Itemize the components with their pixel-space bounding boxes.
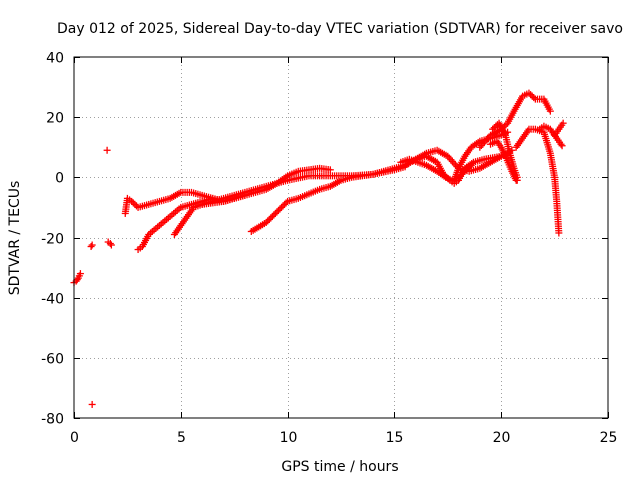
data-point <box>262 218 270 226</box>
data-point <box>73 276 81 284</box>
data-point <box>513 176 521 184</box>
data-point <box>528 92 536 100</box>
data-point <box>555 229 563 237</box>
data-point <box>326 166 334 174</box>
x-tick-label: 20 <box>493 430 511 446</box>
y-tick-label: -40 <box>41 292 64 308</box>
data-point <box>277 203 285 211</box>
data-point <box>467 161 475 169</box>
data-point <box>273 208 281 216</box>
y-tick-label: -20 <box>41 232 64 248</box>
data-point <box>264 217 272 225</box>
data-point <box>270 211 278 219</box>
data-point <box>558 142 566 150</box>
data-point <box>129 199 137 207</box>
data-point <box>276 205 284 213</box>
data-point <box>490 124 498 132</box>
data-point <box>282 199 290 207</box>
data-point <box>530 94 538 102</box>
x-tick-label: 15 <box>386 430 404 446</box>
y-tick-label: -60 <box>41 352 64 368</box>
data-point <box>131 200 139 208</box>
data-layer <box>70 89 567 408</box>
data-point <box>462 166 470 174</box>
data-point <box>88 400 96 408</box>
data-point <box>76 270 84 278</box>
data-point <box>267 214 275 222</box>
data-point <box>132 202 140 210</box>
data-point <box>525 89 533 97</box>
data-point <box>268 212 276 220</box>
data-point <box>279 202 287 210</box>
plot-frame <box>73 56 609 419</box>
data-point <box>459 169 467 177</box>
y-tick-label: 40 <box>46 51 64 67</box>
chart-title: Day 012 of 2025, Sidereal Day-to-day VTE… <box>57 21 623 37</box>
x-tick-label: 25 <box>600 430 618 446</box>
data-point <box>103 146 111 154</box>
data-point <box>271 209 279 217</box>
y-tick-label: 20 <box>46 111 64 127</box>
x-tick-label: 5 <box>177 430 186 446</box>
x-tick-label: 0 <box>70 430 79 446</box>
data-point <box>466 163 474 171</box>
data-point <box>87 243 95 251</box>
data-point <box>464 164 472 172</box>
data-point <box>281 200 289 208</box>
tick-layer: 0 5 10 15 20 25 -80 -60 -40 -20 0 20 40 <box>41 51 617 447</box>
data-point <box>559 119 567 127</box>
data-point <box>274 206 282 214</box>
data-point <box>107 241 115 249</box>
x-axis-label: GPS time / hours <box>281 459 398 475</box>
data-point <box>265 215 273 223</box>
data-point <box>106 240 114 248</box>
y-axis-label: SDTVAR / TECUs <box>7 181 23 296</box>
data-point <box>546 107 554 115</box>
data-point <box>489 125 497 133</box>
data-point <box>492 122 500 130</box>
y-tick-label: 0 <box>55 171 64 187</box>
data-point <box>527 91 535 99</box>
data-point <box>88 241 96 249</box>
data-point <box>461 167 469 175</box>
data-point <box>502 121 510 129</box>
data-point <box>128 197 136 205</box>
y-tick-label: -80 <box>41 412 64 428</box>
x-tick-label: 10 <box>280 430 298 446</box>
data-point <box>557 140 565 148</box>
